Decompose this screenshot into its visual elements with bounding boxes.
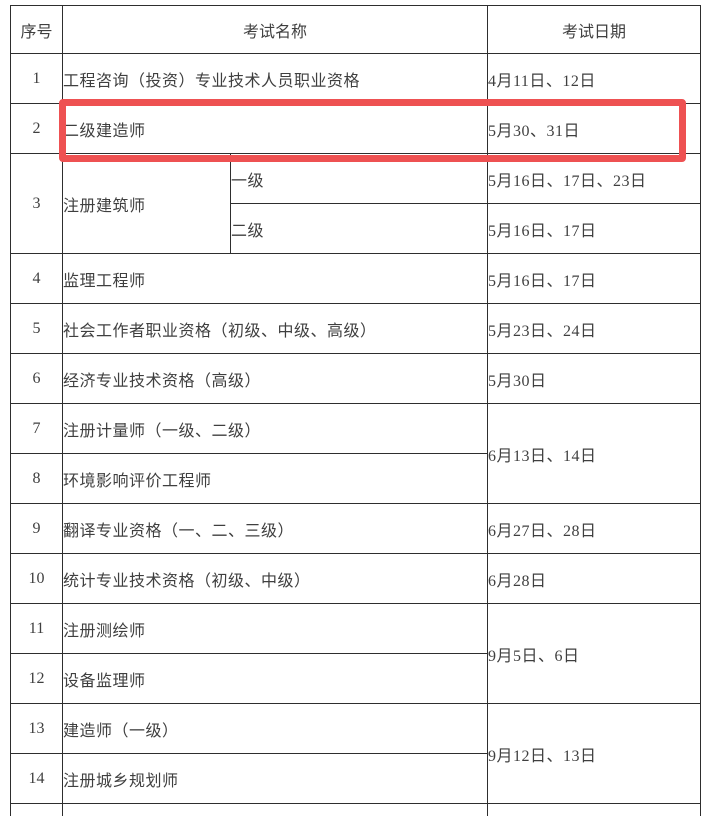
- table-row-highlighted: 2 二级建造师 5月30、31日: [10, 103, 702, 154]
- exam-date-cell: 9月12日、13日: [487, 703, 702, 804]
- exam-name-cell: 注册计量师（一级、二级）: [61, 403, 489, 454]
- table-row: 11 注册测绘师 9月5日、6日: [10, 603, 702, 704]
- row-number-cell: 10: [10, 553, 63, 604]
- exam-name-cell: 经济专业技术资格（高级）: [61, 353, 489, 404]
- empty-cell: [61, 803, 489, 816]
- table-row: 7 注册计量师（一级、二级） 6月13日、14日: [10, 403, 702, 504]
- exam-level-cell: 一级: [229, 153, 489, 204]
- exam-date-cell: 9月5日、6日: [487, 603, 702, 704]
- exam-name-cell: 注册测绘师: [61, 603, 489, 654]
- table-row: 12 设备监理师: [10, 653, 701, 704]
- exam-name-cell: 建造师（一级）: [61, 703, 489, 754]
- row-number-cell: 2: [10, 103, 63, 154]
- table-row: 二级 5月16日、17日: [11, 203, 702, 254]
- exam-date-cell: 5月16日、17日、23日: [487, 153, 702, 204]
- table-row-partial: [10, 803, 702, 816]
- table-row: 14 注册城乡规划师: [10, 753, 701, 804]
- empty-cell: [10, 803, 63, 816]
- empty-cell: [487, 803, 702, 816]
- exam-date-cell: 4月11日、12日: [487, 53, 702, 104]
- exam-date-cell: 6月27日、28日: [487, 503, 702, 554]
- exam-date-cell: 5月30日: [487, 353, 702, 404]
- exam-name-cell: 工程咨询（投资）专业技术人员职业资格: [61, 53, 489, 104]
- exam-name-cell: 二级建造师: [61, 103, 489, 154]
- table-row: 3 注册建筑师 一级 5月16日、17日、23日: [10, 153, 702, 254]
- table-row: 5 社会工作者职业资格（初级、中级、高级） 5月23日、24日: [10, 303, 702, 354]
- exam-level-cell: 二级: [229, 203, 489, 254]
- header-col-no: 序号: [10, 5, 63, 54]
- row-number-cell: 1: [10, 53, 63, 104]
- row-number-cell: 13: [10, 703, 63, 754]
- row-number-cell: 3: [10, 153, 63, 254]
- exam-name-cell: 注册建筑师: [62, 153, 231, 254]
- exam-name-cell: 设备监理师: [61, 653, 489, 704]
- row-number-cell: 9: [10, 503, 63, 554]
- table-row: 13 建造师（一级） 9月12日、13日: [10, 703, 702, 804]
- row-number-cell: 7: [10, 403, 63, 454]
- header-col-name: 考试名称: [61, 5, 489, 54]
- table-row: 9 翻译专业资格（一、二、三级） 6月27日、28日: [10, 503, 702, 554]
- table-row: 1 工程咨询（投资）专业技术人员职业资格 4月11日、12日: [10, 53, 702, 104]
- table-row: 10 统计专业技术资格（初级、中级） 6月28日: [10, 553, 702, 604]
- header-col-date: 考试日期: [487, 5, 702, 54]
- exam-name-cell: 翻译专业资格（一、二、三级）: [61, 503, 489, 554]
- exam-schedule-table: 序号 考试名称 考试日期 1 工程咨询（投资）专业技术人员职业资格 4月11日、…: [10, 5, 702, 816]
- row-number-cell: 6: [10, 353, 63, 404]
- exam-name-cell: 环境影响评价工程师: [61, 453, 489, 504]
- exam-date-cell: 5月30、31日: [487, 103, 702, 154]
- row-number-cell: 11: [10, 603, 63, 654]
- exam-name-cell: 统计专业技术资格（初级、中级）: [61, 553, 489, 604]
- exam-date-cell: 5月16日、17日: [487, 253, 702, 304]
- exam-name-cell: 社会工作者职业资格（初级、中级、高级）: [61, 303, 489, 354]
- row-number-cell: 5: [10, 303, 63, 354]
- exam-date-cell: 6月13日、14日: [487, 403, 702, 504]
- exam-name-cell: 监理工程师: [61, 253, 489, 304]
- exam-date-cell: 5月23日、24日: [487, 303, 702, 354]
- exam-date-cell: 6月28日: [487, 553, 702, 604]
- table-row: 6 经济专业技术资格（高级） 5月30日: [10, 353, 702, 404]
- header-row: 序号 考试名称 考试日期: [10, 5, 702, 54]
- row-number-cell: 8: [10, 453, 63, 504]
- row-number-cell: 14: [10, 753, 63, 804]
- exam-name-cell: 注册城乡规划师: [61, 753, 489, 804]
- table-row: 4 监理工程师 5月16日、17日: [10, 253, 702, 304]
- row-number-cell: 4: [10, 253, 63, 304]
- exam-date-cell: 5月16日、17日: [487, 203, 702, 254]
- row-number-cell: 12: [10, 653, 63, 704]
